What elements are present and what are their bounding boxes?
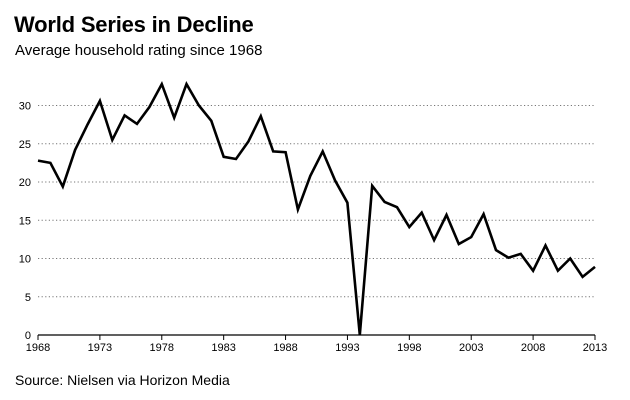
x-tick-label-2003: 2003 [459,342,483,354]
chart-source: Source: Nielsen via Horizon Media [15,372,230,388]
x-tick-label-1998: 1998 [397,342,421,354]
gridlines [38,105,595,298]
chart-title: World Series in Decline [14,12,254,37]
x-tick-label-1973: 1973 [88,342,112,354]
x-tick-label-1983: 1983 [211,342,235,354]
chart-subtitle: Average household rating since 1968 [15,42,263,59]
series-line-0 [37,80,596,336]
x-tick-label-1968: 1968 [26,342,50,354]
x-tick-label-2013: 2013 [583,342,607,354]
series-layer [37,80,596,336]
y-tick-label-25: 25 [19,139,31,151]
y-axis: 0 5 10 15 20 25 30 [19,101,31,343]
x-axis: 1968 1973 1978 1983 1988 1993 1998 2003 2008 2013 [26,334,607,354]
x-tick-label-2008: 2008 [521,342,545,354]
x-tick-label-1978: 1978 [150,342,174,354]
y-tick-label-10: 10 [19,254,31,266]
y-tick-label-0: 0 [25,330,31,342]
y-tick-label-15: 15 [19,215,31,227]
x-tick-label-1993: 1993 [335,342,359,354]
x-tick-label-1988: 1988 [273,342,297,354]
y-tick-label-5: 5 [25,292,31,304]
y-tick-label-20: 20 [19,177,31,189]
y-tick-label-30: 30 [19,101,31,113]
